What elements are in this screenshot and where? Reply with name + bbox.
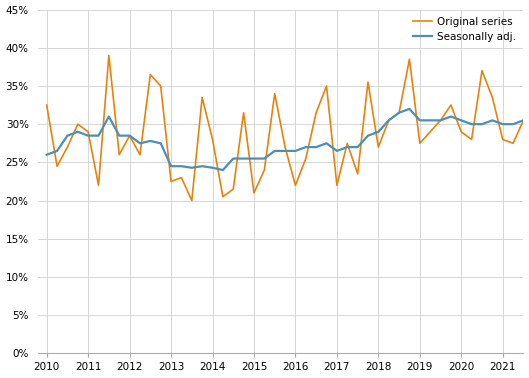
Original series — [189, 198, 195, 203]
Original series — [43, 103, 50, 107]
Seasonally adj. — [43, 152, 50, 157]
Original series — [95, 183, 102, 187]
Seasonally adj. — [209, 166, 216, 170]
Original series — [106, 53, 112, 58]
Original series — [448, 103, 454, 107]
Seasonally adj. — [168, 164, 174, 169]
Seasonally adj. — [437, 118, 444, 122]
Line: Original series: Original series — [47, 56, 529, 201]
Original series — [230, 187, 236, 191]
Seasonally adj. — [95, 133, 102, 138]
Seasonally adj. — [365, 133, 371, 138]
Legend: Original series, Seasonally adj.: Original series, Seasonally adj. — [411, 15, 518, 44]
Original series — [178, 175, 185, 180]
Seasonally adj. — [220, 168, 226, 172]
Original series — [375, 145, 381, 149]
Line: Seasonally adj.: Seasonally adj. — [47, 86, 529, 170]
